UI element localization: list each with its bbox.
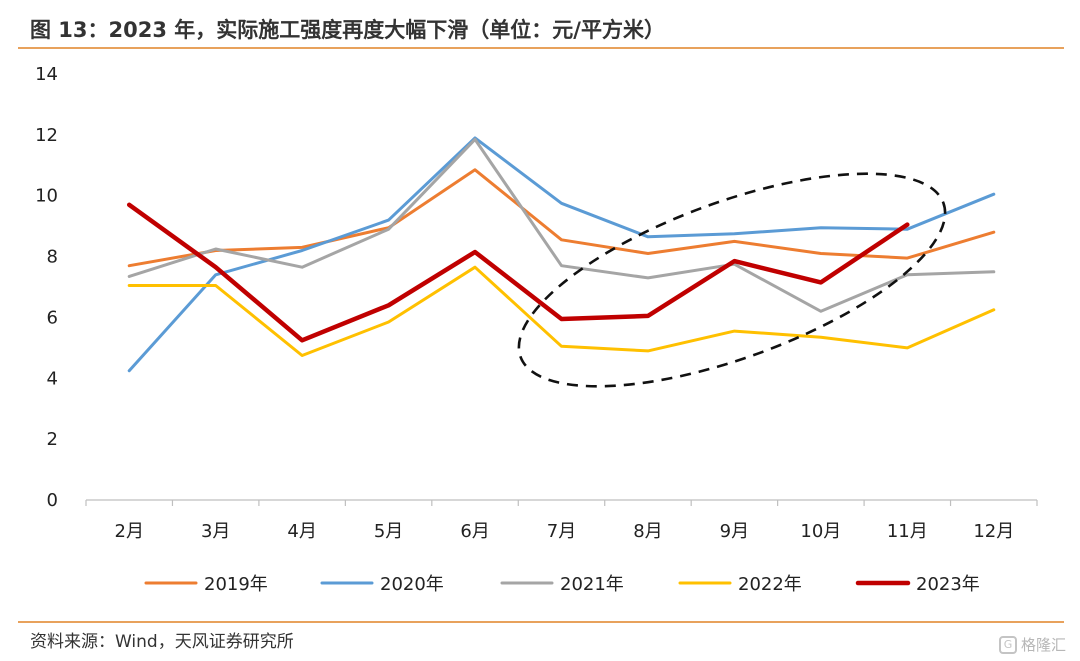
- watermark-text: 格隆汇: [1020, 636, 1066, 654]
- series-line-2020年: [127, 136, 996, 373]
- x-tick-label: 8月: [633, 521, 662, 542]
- y-tick-label: 8: [47, 247, 58, 268]
- legend: 2019年 2020年 2021年 2022年 2023年: [144, 574, 980, 595]
- y-tick-label: 12: [35, 125, 58, 146]
- legend-label: 2019年: [204, 574, 268, 595]
- highlight-ellipse: [517, 172, 947, 388]
- series-line-2019年: [127, 168, 996, 268]
- top-rule: [18, 47, 1064, 49]
- bottom-rule: [18, 621, 1064, 623]
- x-tick-label: 10月: [800, 521, 841, 542]
- source-note: 资料来源：Wind，天风证券研究所: [30, 632, 294, 652]
- x-tick-label: 4月: [287, 521, 316, 542]
- y-tick-label: 6: [47, 307, 58, 328]
- y-axis: 0 2 4 6 8 10 12 14: [35, 64, 58, 511]
- series-line-2022年: [127, 265, 996, 357]
- x-tick-label: 7月: [547, 521, 576, 542]
- watermark: G 格隆汇: [998, 634, 1066, 655]
- x-tick-label: 5月: [374, 521, 403, 542]
- line-chart: 0 2 4 6 8 10 12 14 2月 3月 4月 5月 6月 7月 8月 9月 10月 11月 12月 20…: [35, 64, 1038, 595]
- series-line-2021年: [127, 137, 996, 313]
- x-tick-label: 12月: [973, 521, 1014, 542]
- watermark-logo-icon: G: [998, 635, 1017, 654]
- y-tick-label: 14: [35, 64, 58, 85]
- legend-label: 2021年: [560, 574, 624, 595]
- legend-label: 2020年: [380, 574, 444, 595]
- series-layer: [126, 136, 996, 373]
- x-tick-label: 3月: [201, 521, 230, 542]
- legend-label: 2022年: [738, 574, 802, 595]
- y-tick-label: 0: [47, 490, 58, 511]
- x-tick-label: 6月: [460, 521, 489, 542]
- series-line-2023年: [126, 202, 910, 343]
- figure-title: 图 13：2023 年，实际施工强度再度大幅下滑（单位：元/平方米）: [30, 18, 665, 42]
- x-tick-label: 2月: [115, 521, 144, 542]
- legend-label: 2023年: [916, 574, 980, 595]
- y-tick-label: 4: [47, 368, 58, 389]
- x-axis: 2月 3月 4月 5月 6月 7月 8月 9月 10月 11月 12月: [85, 499, 1038, 542]
- x-tick-label: 9月: [720, 521, 749, 542]
- annotation-layer: [517, 172, 947, 388]
- x-tick-label: 11月: [887, 521, 928, 542]
- y-tick-label: 10: [35, 186, 58, 207]
- y-tick-label: 2: [47, 429, 58, 450]
